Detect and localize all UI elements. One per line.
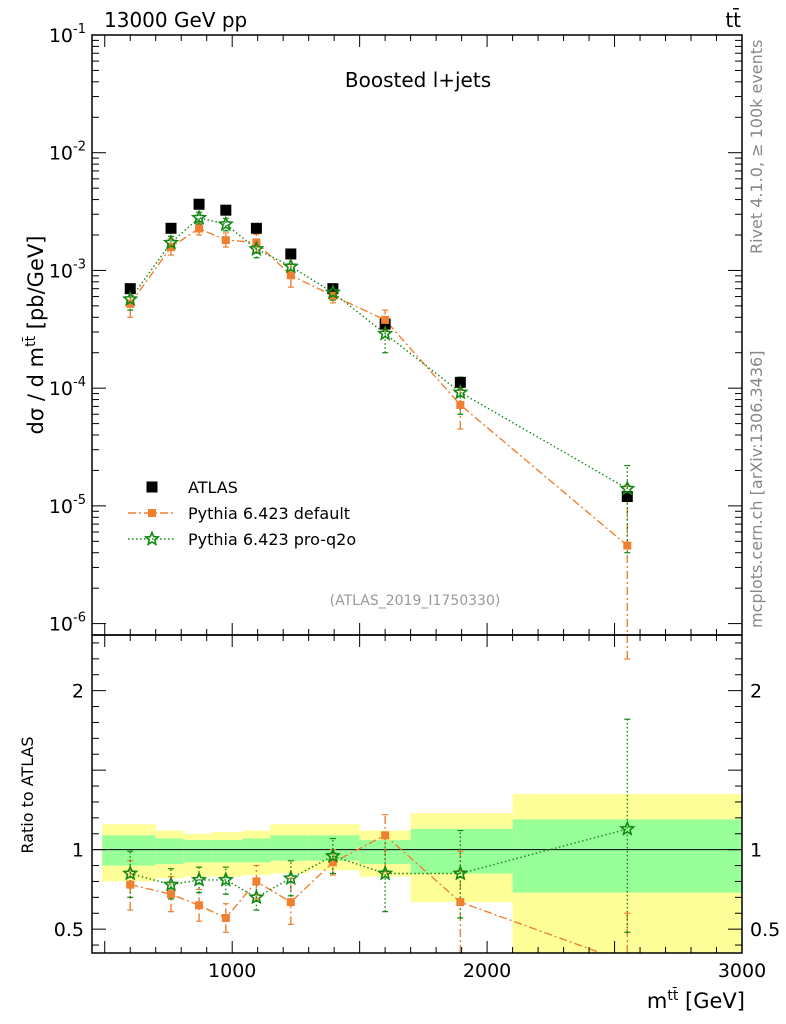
y-tick-label: 10-3 xyxy=(49,257,86,282)
band-green xyxy=(270,835,309,861)
legend-label: Pythia 6.423 default xyxy=(188,504,350,523)
ratio-plot-frame xyxy=(91,634,743,954)
marker-pythia-default xyxy=(126,880,135,889)
marker-pythia-pro-q2o xyxy=(248,240,265,256)
marker-pythia-pro-q2o xyxy=(122,290,139,307)
ratio-y-tick-label: 0.5 xyxy=(54,919,84,941)
marker-pythia-default xyxy=(456,400,465,409)
y-axis-label: dσ / d mtt̄ [pb/GeV] xyxy=(21,236,48,435)
marker-pythia-pro-q2o xyxy=(376,325,394,341)
marker-atlas xyxy=(124,283,136,295)
marker-pythia-default xyxy=(148,509,156,517)
marker-pythia-pro-q2o xyxy=(190,871,208,887)
marker-pythia-default xyxy=(195,901,204,910)
series-line xyxy=(129,227,628,547)
band-green xyxy=(183,840,212,863)
rivet-version-label: Rivet 4.1.0, ≥ 100k events xyxy=(747,40,766,254)
marker-atlas xyxy=(454,376,466,388)
marker-pythia-pro-q2o xyxy=(377,864,394,881)
y-tick-label: 10-5 xyxy=(49,493,86,518)
marker-pythia-pro-q2o xyxy=(452,864,469,881)
process-label: tt̄ xyxy=(725,7,741,32)
marker-atlas xyxy=(193,198,205,210)
legend-label: Pythia 6.423 pro-q2o xyxy=(188,530,356,549)
marker-pythia-default xyxy=(221,914,230,923)
y-tick-label: 10-2 xyxy=(49,140,86,165)
plot-title: Boosted l+jets xyxy=(345,68,491,92)
ratio-y-axis-label: Ratio to ATLAS xyxy=(18,736,37,853)
series-line xyxy=(130,828,628,899)
marker-pythia-pro-q2o xyxy=(282,869,299,886)
ratio-y-tick-label: 1 xyxy=(72,840,84,862)
marker-pythia-default xyxy=(126,299,135,308)
x-axis-label: mtt̄ [GeV] xyxy=(647,986,745,1013)
marker-atlas xyxy=(379,318,391,330)
x-tick-label: 2000 xyxy=(463,960,511,982)
band-green xyxy=(242,838,271,863)
marker-pythia-pro-q2o xyxy=(217,871,234,887)
y-tick-label: 10-4 xyxy=(49,375,86,400)
marker-atlas xyxy=(146,481,158,493)
marker-pythia-pro-q2o xyxy=(452,383,469,400)
marker-pythia-pro-q2o xyxy=(619,480,636,496)
marker-pythia-default xyxy=(381,315,390,324)
band-green xyxy=(155,838,184,864)
marker-pythia-default xyxy=(195,224,204,233)
band-green xyxy=(211,840,243,863)
marker-pythia-default xyxy=(167,243,176,252)
ratio-uncertainty-bands xyxy=(102,794,742,953)
marker-pythia-pro-q2o xyxy=(122,864,139,881)
marker-pythia-default xyxy=(221,236,230,245)
marker-pythia-pro-q2o xyxy=(190,209,208,225)
series-line xyxy=(129,217,628,490)
marker-pythia-default xyxy=(167,890,176,899)
marker-pythia-pro-q2o xyxy=(143,530,161,547)
legend: ATLAS Pythia 6.423 default Pythia 6.423 pr… xyxy=(128,478,356,549)
marker-atlas xyxy=(327,283,339,295)
marker-atlas xyxy=(250,222,262,234)
marker-pythia-default xyxy=(328,858,337,867)
x-tick-label: 3000 xyxy=(718,960,766,982)
y-tick-label: 10-6 xyxy=(49,611,86,636)
marker-pythia-default xyxy=(286,898,295,907)
marker-pythia-default xyxy=(623,541,632,550)
marker-pythia-pro-q2o xyxy=(162,875,180,892)
marker-pythia-pro-q2o xyxy=(619,820,636,836)
marker-pythia-default xyxy=(252,877,261,886)
energy-label: 13000 GeV pp xyxy=(104,8,247,32)
series-line xyxy=(130,834,604,953)
marker-atlas xyxy=(285,248,297,260)
marker-atlas xyxy=(165,222,177,234)
marker-atlas xyxy=(220,204,232,216)
marker-atlas xyxy=(621,491,633,503)
ratio-y-tick-label-right: 2 xyxy=(750,681,762,703)
marker-pythia-pro-q2o xyxy=(248,888,265,905)
marker-pythia-default xyxy=(381,831,390,840)
ratio-y-tick-label-right: 0.5 xyxy=(750,919,780,941)
marker-pythia-default xyxy=(286,271,295,280)
legend-label: ATLAS xyxy=(188,478,238,497)
ratio-y-tick-label-right: 1 xyxy=(750,840,762,862)
marker-pythia-pro-q2o xyxy=(217,215,234,232)
marker-pythia-pro-q2o xyxy=(162,234,180,250)
marker-pythia-default xyxy=(456,898,465,907)
ratio-y-tick-label: 2 xyxy=(72,681,84,703)
y-tick-label: 10-1 xyxy=(49,22,86,47)
analysis-id-label: (ATLAS_2019_I1750330) xyxy=(330,593,501,609)
marker-pythia-pro-q2o xyxy=(324,283,342,300)
mcplots-source-label: mcplots.cern.ch [arXiv:1306.3436] xyxy=(747,351,766,628)
x-tick-label: 1000 xyxy=(208,960,256,982)
marker-pythia-pro-q2o xyxy=(324,847,342,864)
marker-pythia-pro-q2o xyxy=(282,257,299,274)
